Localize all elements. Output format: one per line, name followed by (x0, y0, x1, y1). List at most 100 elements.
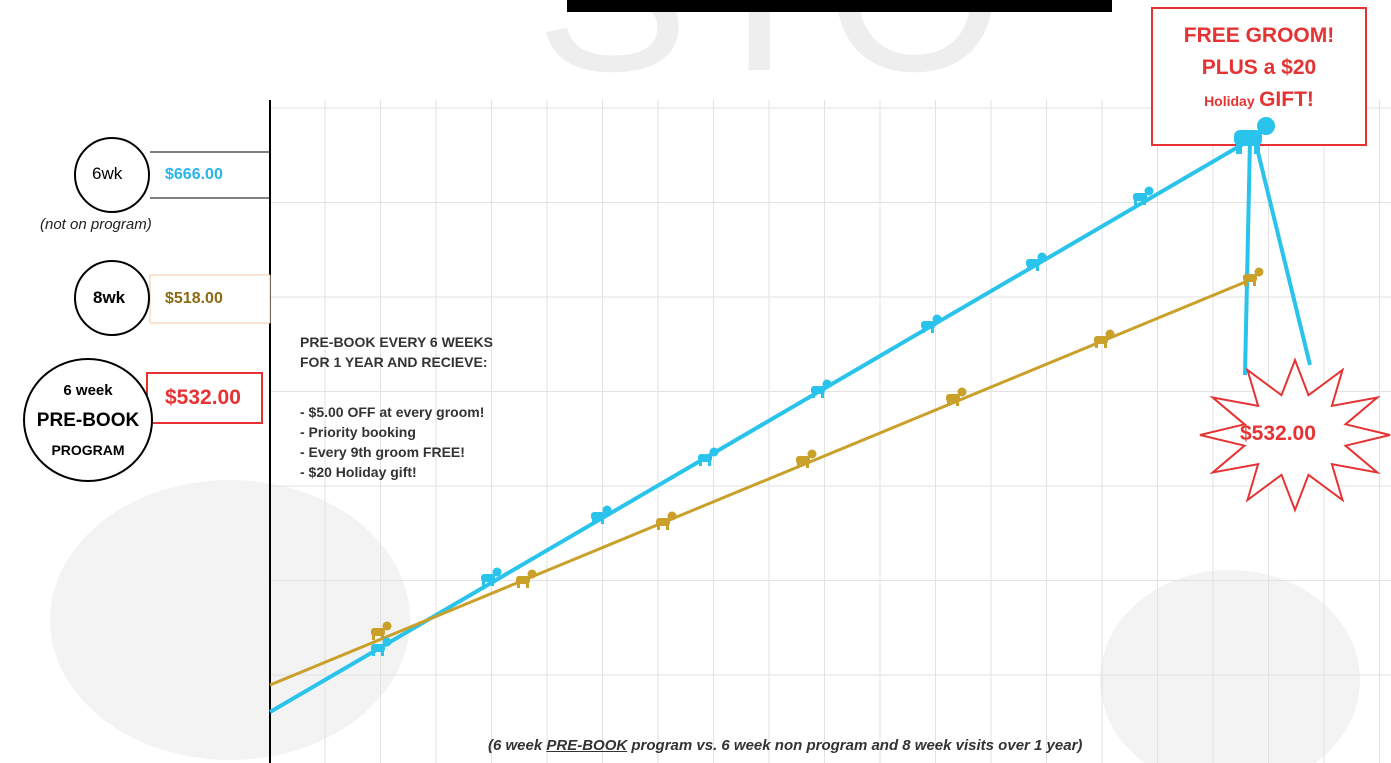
dog-body (796, 456, 810, 464)
dog-icon (811, 379, 832, 398)
badge-label: 6 week (63, 382, 113, 399)
dog-leg (821, 393, 824, 398)
callout: FREE GROOM! PLUS a $20 Holiday GIFT! (1152, 20, 1366, 118)
dog-body (591, 512, 605, 520)
dog-head (932, 314, 942, 324)
dog-leg (601, 519, 604, 524)
callout-small: Holiday (1204, 93, 1255, 109)
dog-head (709, 447, 719, 457)
dog-body (656, 518, 670, 526)
dog-head (382, 621, 392, 631)
dog-icon (1133, 186, 1154, 205)
bg-dog (50, 480, 410, 760)
dog-leg (372, 651, 375, 656)
dog-leg (699, 461, 702, 466)
dog-leg (956, 401, 959, 406)
dog-leg (1244, 281, 1247, 286)
price-box (149, 274, 271, 324)
caption-text: program vs. 6 week non program and 8 wee… (627, 737, 1083, 754)
badge (23, 358, 153, 482)
dog-icon (946, 387, 967, 406)
promo-heading: FOR 1 YEAR AND RECIEVE: (300, 354, 488, 370)
dog-icon (516, 569, 537, 588)
badge (74, 260, 150, 336)
dog-head (382, 637, 392, 647)
dog-head (602, 505, 612, 515)
promo-bullet: - Every 9th groom FREE! (300, 444, 465, 460)
dog-head (1257, 117, 1275, 135)
dog-icon (591, 505, 612, 524)
dog-leg (657, 525, 660, 530)
burst (1199, 357, 1391, 513)
dog-leg (482, 581, 485, 586)
price: $532.00 (165, 386, 241, 409)
dog-icon (656, 511, 677, 530)
dog-leg (372, 635, 375, 640)
promo-bullet: - Priority booking (300, 424, 416, 440)
dog-head (1144, 186, 1154, 196)
caption-text: (6 week (488, 737, 547, 754)
dog-icon (371, 637, 392, 656)
callout-big: GIFT! (1259, 88, 1314, 111)
dog-leg (526, 583, 529, 588)
dog-body (921, 321, 935, 329)
dog-leg (797, 463, 800, 468)
price-box (146, 372, 263, 424)
price: $666.00 (165, 166, 223, 183)
dog-leg (1253, 281, 1256, 286)
dog-head (492, 567, 502, 577)
promo-bullet: - $5.00 OFF at every groom! (300, 404, 485, 420)
pointer (1243, 139, 1252, 376)
dog-leg (1095, 343, 1098, 348)
dog-body (1094, 336, 1108, 344)
badge-label: 6wk (92, 164, 123, 183)
dog-icon (481, 567, 502, 586)
badge (74, 137, 150, 213)
dog-leg (381, 635, 384, 640)
promo: PRE-BOOK EVERY 6 WEEKS FOR 1 YEAR AND RE… (300, 332, 493, 482)
callout-line: PLUS a $20 (1201, 56, 1317, 79)
dog-body (516, 576, 530, 584)
dog-head (1254, 267, 1264, 277)
burst-label: $532.00 (1240, 422, 1316, 445)
dog-head (1037, 252, 1047, 262)
dog-leg (1104, 343, 1107, 348)
dog-body (1243, 274, 1257, 282)
dog-head (807, 449, 817, 459)
dog-leg (1236, 144, 1242, 154)
promo-heading: PRE-BOOK EVERY 6 WEEKS (300, 334, 493, 350)
dog-icon (1243, 267, 1264, 286)
dog-icon (921, 314, 942, 333)
badge-label: 8wk (93, 288, 126, 307)
dog-leg (517, 583, 520, 588)
dog-head (822, 379, 832, 389)
watermark: STO (536, 0, 1005, 119)
dog-body (1026, 259, 1040, 267)
dog-body (1234, 130, 1262, 146)
dog-body (371, 628, 385, 636)
dog-icon (796, 449, 817, 468)
dog-head (1105, 329, 1115, 339)
dog-leg (931, 328, 934, 333)
dog-leg (947, 401, 950, 406)
line-8wk (269, 276, 1256, 687)
promo-bullet: - $20 Holiday gift! (300, 464, 417, 480)
dog-body (371, 644, 385, 652)
dog-leg (1027, 266, 1030, 271)
dog-icon (1234, 117, 1275, 154)
dog-icon (371, 621, 392, 640)
dog-leg (666, 525, 669, 530)
dog-head (957, 387, 967, 397)
note: (not on program) (40, 216, 152, 233)
dog-head (527, 569, 537, 579)
caption: (6 week PRE-BOOK program vs. 6 week non … (488, 737, 1082, 754)
dog-body (698, 454, 712, 462)
price: $518.00 (165, 290, 223, 307)
dog-leg (812, 393, 815, 398)
pointer (1253, 139, 1312, 366)
badge-label: PROGRAM (51, 442, 125, 458)
dog-head (667, 511, 677, 521)
dog-body (811, 386, 825, 394)
